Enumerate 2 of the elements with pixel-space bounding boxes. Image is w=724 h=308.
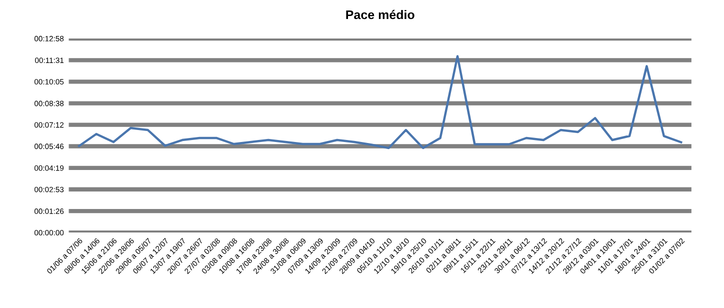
line-series <box>78 55 682 150</box>
chart-title: Pace médio <box>346 10 414 20</box>
